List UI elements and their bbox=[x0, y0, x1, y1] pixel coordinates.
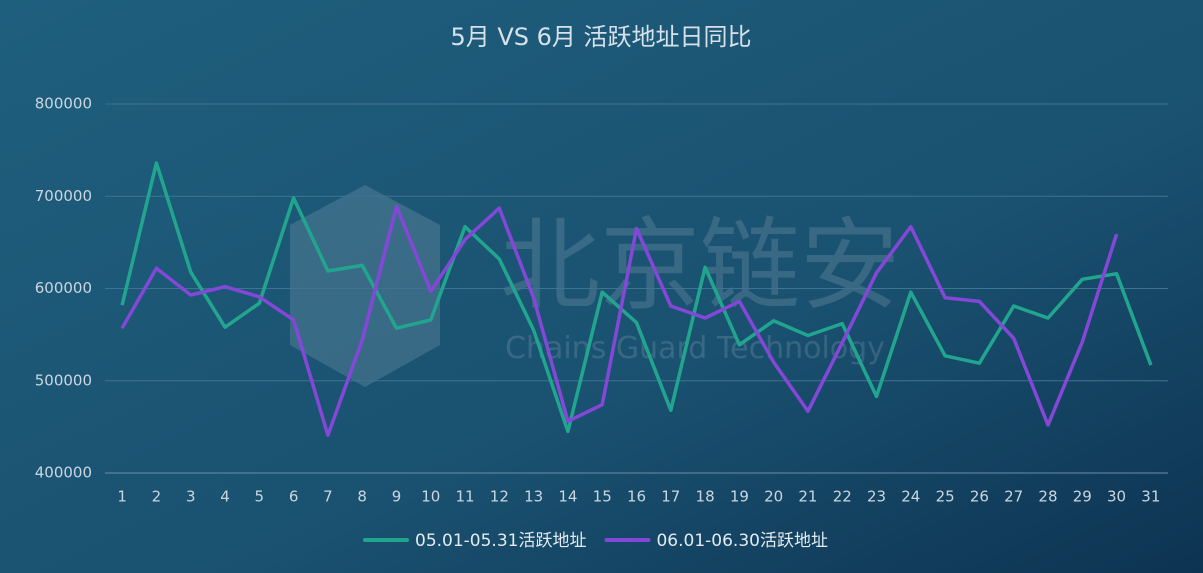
x-tick-label: 6 bbox=[289, 488, 299, 506]
x-tick-label: 11 bbox=[456, 488, 475, 506]
x-tick-label: 26 bbox=[970, 488, 989, 506]
watermark-text: 北京链安 bbox=[500, 207, 900, 324]
x-tick-label: 8 bbox=[357, 488, 367, 506]
x-tick-label: 15 bbox=[593, 488, 612, 506]
x-tick-label: 20 bbox=[764, 488, 783, 506]
x-tick-label: 13 bbox=[524, 488, 543, 506]
x-tick-label: 2 bbox=[152, 488, 162, 506]
x-tick-label: 7 bbox=[323, 488, 333, 506]
x-tick-label: 14 bbox=[558, 488, 577, 506]
series-line bbox=[120, 161, 1153, 434]
x-tick-label: 1 bbox=[117, 488, 127, 506]
x-tick-label: 25 bbox=[936, 488, 955, 506]
x-tick-label: 4 bbox=[220, 488, 230, 506]
x-tick-label: 10 bbox=[421, 488, 440, 506]
x-tick-label: 3 bbox=[186, 488, 196, 506]
x-tick-label: 23 bbox=[867, 488, 886, 506]
y-tick-label: 800000 bbox=[35, 95, 92, 113]
x-tick-label: 5 bbox=[255, 488, 265, 506]
legend: 05.01-05.31活跃地址 06.01-06.30活跃地址 bbox=[363, 531, 828, 551]
y-tick-label: 700000 bbox=[35, 187, 92, 205]
y-tick-label: 500000 bbox=[35, 371, 92, 389]
x-tick-label: 21 bbox=[798, 488, 817, 506]
x-tick-label: 28 bbox=[1038, 488, 1057, 506]
x-tick-label: 27 bbox=[1004, 488, 1023, 506]
y-tick-label: 600000 bbox=[35, 279, 92, 297]
x-tick-label: 31 bbox=[1141, 488, 1160, 506]
legend-label: 06.01-06.30活跃地址 bbox=[656, 531, 827, 551]
chart-title: 5月 VS 6月 活跃地址日同比 bbox=[450, 23, 751, 51]
x-tick-label: 19 bbox=[730, 488, 749, 506]
watermark-subtext: Chains Guard Technology bbox=[505, 331, 885, 366]
legend-label: 05.01-05.31活跃地址 bbox=[415, 531, 586, 551]
x-tick-label: 22 bbox=[833, 488, 852, 506]
x-tick-label: 29 bbox=[1073, 488, 1092, 506]
x-tick-label: 18 bbox=[696, 488, 715, 506]
x-tick-label: 12 bbox=[490, 488, 509, 506]
series-line bbox=[120, 204, 1119, 437]
x-tick-label: 30 bbox=[1107, 488, 1126, 506]
x-tick-label: 17 bbox=[661, 488, 680, 506]
x-tick-label: 9 bbox=[392, 488, 402, 506]
x-tick-label: 24 bbox=[901, 488, 920, 506]
x-tick-label: 16 bbox=[627, 488, 646, 506]
watermark: 北京链安 Chains Guard Technology bbox=[290, 185, 900, 387]
watermark-logo bbox=[290, 185, 440, 387]
y-tick-label: 400000 bbox=[35, 464, 92, 482]
